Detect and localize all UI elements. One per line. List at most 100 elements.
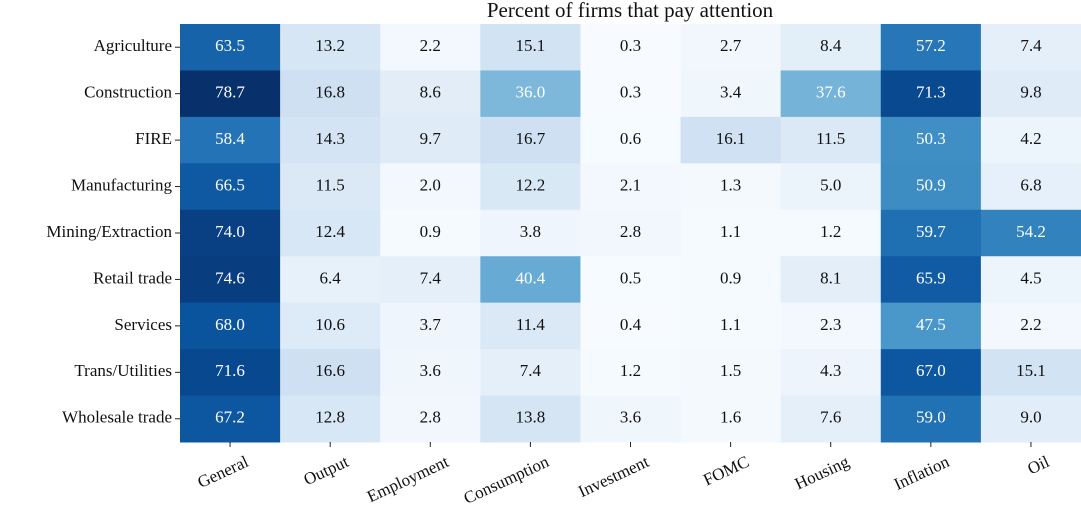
cell-label: 11.5 [316,175,345,194]
cell-label: 0.3 [620,36,641,55]
cell-label: 74.6 [215,268,245,287]
heatmap-cell [780,24,882,71]
heatmap-cell [780,395,882,443]
cell-label: 5.0 [820,175,841,194]
cell-label: 2.2 [1020,315,1041,334]
cell-label: 8.1 [820,268,841,287]
chart-title: Percent of firms that pay attention [487,0,774,22]
cell-label: 6.8 [1020,175,1041,194]
heatmap-cell [980,70,1081,118]
cell-label: 4.3 [820,361,841,380]
heatmap-cell [480,163,581,211]
heatmap-cell [880,116,982,164]
heatmap-cell [580,395,682,443]
heatmap-cell [380,302,481,350]
heatmap-cell [780,256,882,304]
heatmap-cell [780,163,882,211]
cell-label: 10.6 [315,315,345,334]
x-tick-label: FOMC [700,452,752,490]
cell-label: 0.6 [620,129,641,148]
cell-label: 2.1 [620,175,641,194]
cell-label: 3.7 [420,315,442,334]
cell-label: 7.4 [520,361,542,380]
heatmap-cell [380,349,481,397]
heatmap-cell [780,70,882,118]
cell-label: 3.6 [620,408,641,427]
cell-label: 1.6 [720,408,741,427]
cell-label: 0.9 [720,268,741,287]
cell-label: 13.8 [516,408,546,427]
cell-label: 65.9 [916,268,946,287]
cell-label: 6.4 [320,268,342,287]
cell-label: 71.6 [215,361,245,380]
cell-label: 4.5 [1020,268,1041,287]
heatmap-cell [280,24,381,71]
heatmap-cell [880,302,982,350]
heatmap-cell [880,256,982,304]
cell-label: 16.7 [516,129,546,148]
heatmap-cell [880,349,982,397]
cell-label: 9.0 [1020,408,1041,427]
cell-label: 1.2 [820,222,841,241]
y-tick-label: Mining/Extraction [46,222,172,241]
heatmap-cell [380,209,481,257]
cell-label: 74.0 [215,222,245,241]
heatmap-cell [580,349,682,397]
heatmap-cell [180,349,281,397]
cell-label: 12.4 [315,222,345,241]
heatmap-cell [180,302,281,350]
cell-label: 7.4 [1020,36,1042,55]
heatmap-cell [480,209,581,257]
heatmap-cell [180,70,281,118]
cell-label: 15.1 [516,36,546,55]
heatmap-cell [980,302,1081,350]
cell-label: 9.7 [420,129,442,148]
cell-label: 12.8 [315,408,345,427]
x-tick-label: Consumption [461,452,553,508]
cell-label: 7.4 [420,268,442,287]
heatmap-cell [680,395,782,443]
x-tick-label: Output [301,452,352,489]
x-tick-label: Inflation [891,452,953,494]
y-tick-label: Manufacturing [71,175,173,194]
cell-label: 8.6 [420,83,441,102]
heatmap-cell [380,116,481,164]
cell-label: 68.0 [215,315,245,334]
cell-label: 3.6 [420,361,441,380]
heatmap-cell [980,209,1081,257]
heatmap-cell [580,256,682,304]
heatmap-cell [580,70,682,118]
cell-label: 16.1 [716,129,746,148]
y-tick-label: Agriculture [94,36,172,55]
heatmap-cell [580,302,682,350]
y-tick-label: Trans/Utilities [74,361,172,380]
cell-label: 15.1 [1016,361,1046,380]
cell-label: 57.2 [916,36,946,55]
cell-label: 37.6 [816,83,846,102]
cell-label: 16.6 [315,361,345,380]
cell-label: 2.8 [620,222,641,241]
cell-label: 11.4 [516,315,546,334]
y-tick-label: Construction [84,83,172,102]
heatmap-cell [280,256,381,304]
heatmap-cell [180,163,281,211]
heatmap-cell [380,24,481,71]
cell-label: 2.8 [420,408,441,427]
cell-label: 13.2 [315,36,345,55]
heatmap-cell [980,349,1081,397]
heatmap-cell [780,209,882,257]
heatmap-cell [680,116,782,164]
heatmap-cell [480,256,581,304]
cell-label: 63.5 [215,36,245,55]
cell-label: 36.0 [516,83,546,102]
heatmap-cell [880,70,982,118]
y-tick-label: Retail trade [93,268,172,287]
y-tick-label: Services [114,315,172,334]
heatmap-cell [480,395,581,443]
cell-label: 9.8 [1020,83,1041,102]
cell-label: 2.0 [420,175,441,194]
heatmap-cell [980,163,1081,211]
heatmap-cell [980,256,1081,304]
heatmap-cell [380,163,481,211]
